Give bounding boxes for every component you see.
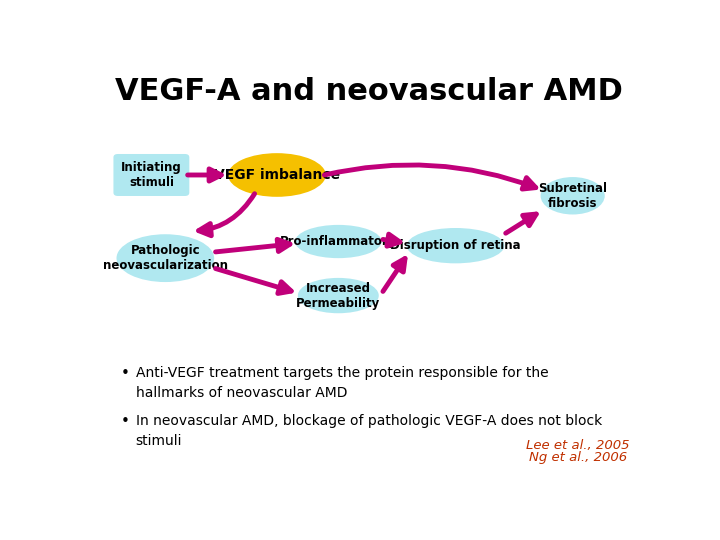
Text: Pro-inflammatory: Pro-inflammatory <box>280 235 397 248</box>
Text: VEGF imbalance: VEGF imbalance <box>214 168 340 182</box>
Text: Disruption of retina: Disruption of retina <box>390 239 521 252</box>
Text: VEGF-A and neovascular AMD: VEGF-A and neovascular AMD <box>115 77 623 106</box>
Ellipse shape <box>295 225 382 258</box>
Text: Lee et al., 2005: Lee et al., 2005 <box>526 439 630 452</box>
Text: Ng et al., 2006: Ng et al., 2006 <box>529 451 627 464</box>
FancyBboxPatch shape <box>114 154 189 196</box>
Text: Pathologic
neovascularization: Pathologic neovascularization <box>103 244 228 272</box>
Text: •: • <box>121 366 130 381</box>
Text: Increased
Permeability: Increased Permeability <box>296 281 380 309</box>
Text: In neovascular AMD, blockage of pathologic VEGF-A does not block: In neovascular AMD, blockage of patholog… <box>136 414 602 428</box>
Text: •: • <box>121 414 130 429</box>
Text: Initiating
stimuli: Initiating stimuli <box>121 161 181 189</box>
Ellipse shape <box>541 177 605 214</box>
Ellipse shape <box>407 228 504 264</box>
Text: Subretinal
fibrosis: Subretinal fibrosis <box>538 182 607 210</box>
Ellipse shape <box>228 153 325 197</box>
Text: Anti-VEGF treatment targets the protein responsible for the: Anti-VEGF treatment targets the protein … <box>136 366 549 380</box>
Text: stimuli: stimuli <box>136 434 182 448</box>
Text: hallmarks of neovascular AMD: hallmarks of neovascular AMD <box>136 386 347 400</box>
Ellipse shape <box>117 234 214 282</box>
Ellipse shape <box>298 278 379 313</box>
